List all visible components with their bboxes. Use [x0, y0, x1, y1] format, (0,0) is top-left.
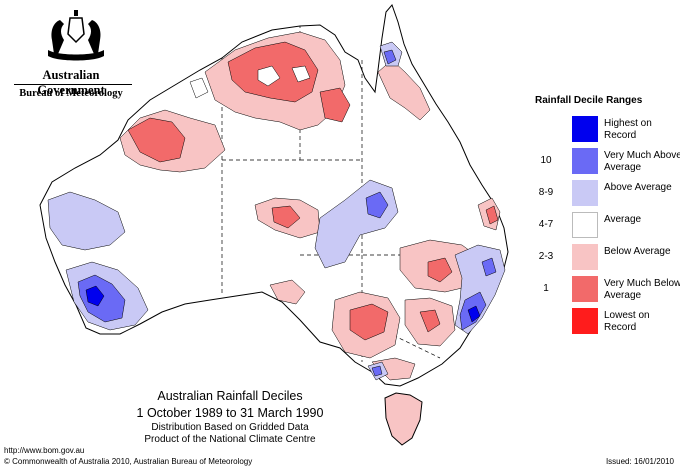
map-period: 1 October 1989 to 31 March 1990: [136, 406, 324, 420]
government-name: Australian Government: [37, 68, 105, 97]
sa-very-below: [349, 303, 389, 341]
legend-range: 2-3: [538, 251, 554, 262]
nsw-very-below: [419, 309, 441, 333]
legend-label: Above Average: [604, 182, 672, 193]
legend-label: Very Much Below Average: [604, 278, 680, 301]
legend-row-highest: Highest on Record: [528, 116, 678, 142]
coat-of-arms-icon: [48, 10, 104, 61]
wa-sw-highest: [85, 285, 105, 307]
bureau-name: Bureau of Meteorology: [19, 88, 123, 99]
legend-label: Highest on Record: [604, 118, 652, 141]
legend-title: Rainfall Decile Ranges: [535, 95, 643, 106]
wa-west-above: [47, 191, 126, 251]
central-very-below: [271, 205, 301, 229]
se-sa-below: [269, 279, 306, 305]
top-end-avg-hole: [257, 65, 281, 87]
coast-very-below: [485, 205, 499, 225]
legend-row-lowest: Lowest on Record: [528, 308, 678, 334]
legend-label: Very Much Above Average: [604, 150, 680, 173]
legend-row-very-below: 1 Very Much Below Average: [528, 276, 680, 302]
legend-swatch: [572, 180, 598, 206]
map-title: Australian Rainfall Deciles: [157, 389, 303, 403]
legend-swatch: [572, 148, 598, 174]
cape-york-very-above: [383, 49, 397, 65]
legend-swatch: [572, 116, 598, 142]
website-link[interactable]: http://www.bom.gov.au: [4, 446, 85, 455]
legend-row-very-above: 10 Very Much Above Average: [528, 148, 680, 174]
legend-range: 4-7: [538, 219, 554, 230]
legend-row-above: 8-9 Above Average: [528, 180, 678, 206]
issued-date: Issued: 16/01/2010: [605, 457, 674, 466]
gulf-very-below: [319, 87, 351, 123]
legend-row-average: 4-7 Average: [528, 212, 678, 238]
map-basis-note: Distribution Based on Gridded Data: [151, 422, 309, 433]
legend-range: 1: [543, 283, 549, 294]
legend-range: 10: [540, 155, 552, 166]
logo-divider: [14, 84, 132, 85]
legend-row-below: 2-3 Below Average: [528, 244, 678, 270]
australia-mainland: [39, 4, 509, 387]
legend-swatch: [572, 244, 598, 270]
vic-very-above: [371, 365, 383, 377]
legend-label: Average: [604, 214, 642, 225]
legend-label: Lowest on Record: [604, 310, 650, 333]
nsw-highest: [467, 305, 481, 323]
legend-swatch: [572, 276, 598, 302]
copyright-notice: © Commonwealth of Australia 2010, Austra…: [4, 457, 253, 466]
qld-very-below: [427, 257, 453, 283]
legend-swatch: [572, 212, 598, 238]
map-product-note: Product of the National Climate Centre: [144, 434, 316, 445]
government-logo: Australian Government Bureau of Meteorol…: [8, 10, 134, 100]
central-very-above: [365, 191, 389, 219]
state-borders: [221, 26, 480, 362]
legend-swatch: [572, 308, 598, 334]
qld-coast-very-above: [481, 257, 497, 277]
nt-avg-hole: [291, 65, 311, 83]
kimberley-avg-hole: [189, 77, 209, 99]
tasmania: [384, 392, 423, 446]
kimberley-very-below: [127, 117, 186, 163]
legend-label: Below Average: [604, 246, 671, 257]
legend-range: 8-9: [538, 187, 554, 198]
